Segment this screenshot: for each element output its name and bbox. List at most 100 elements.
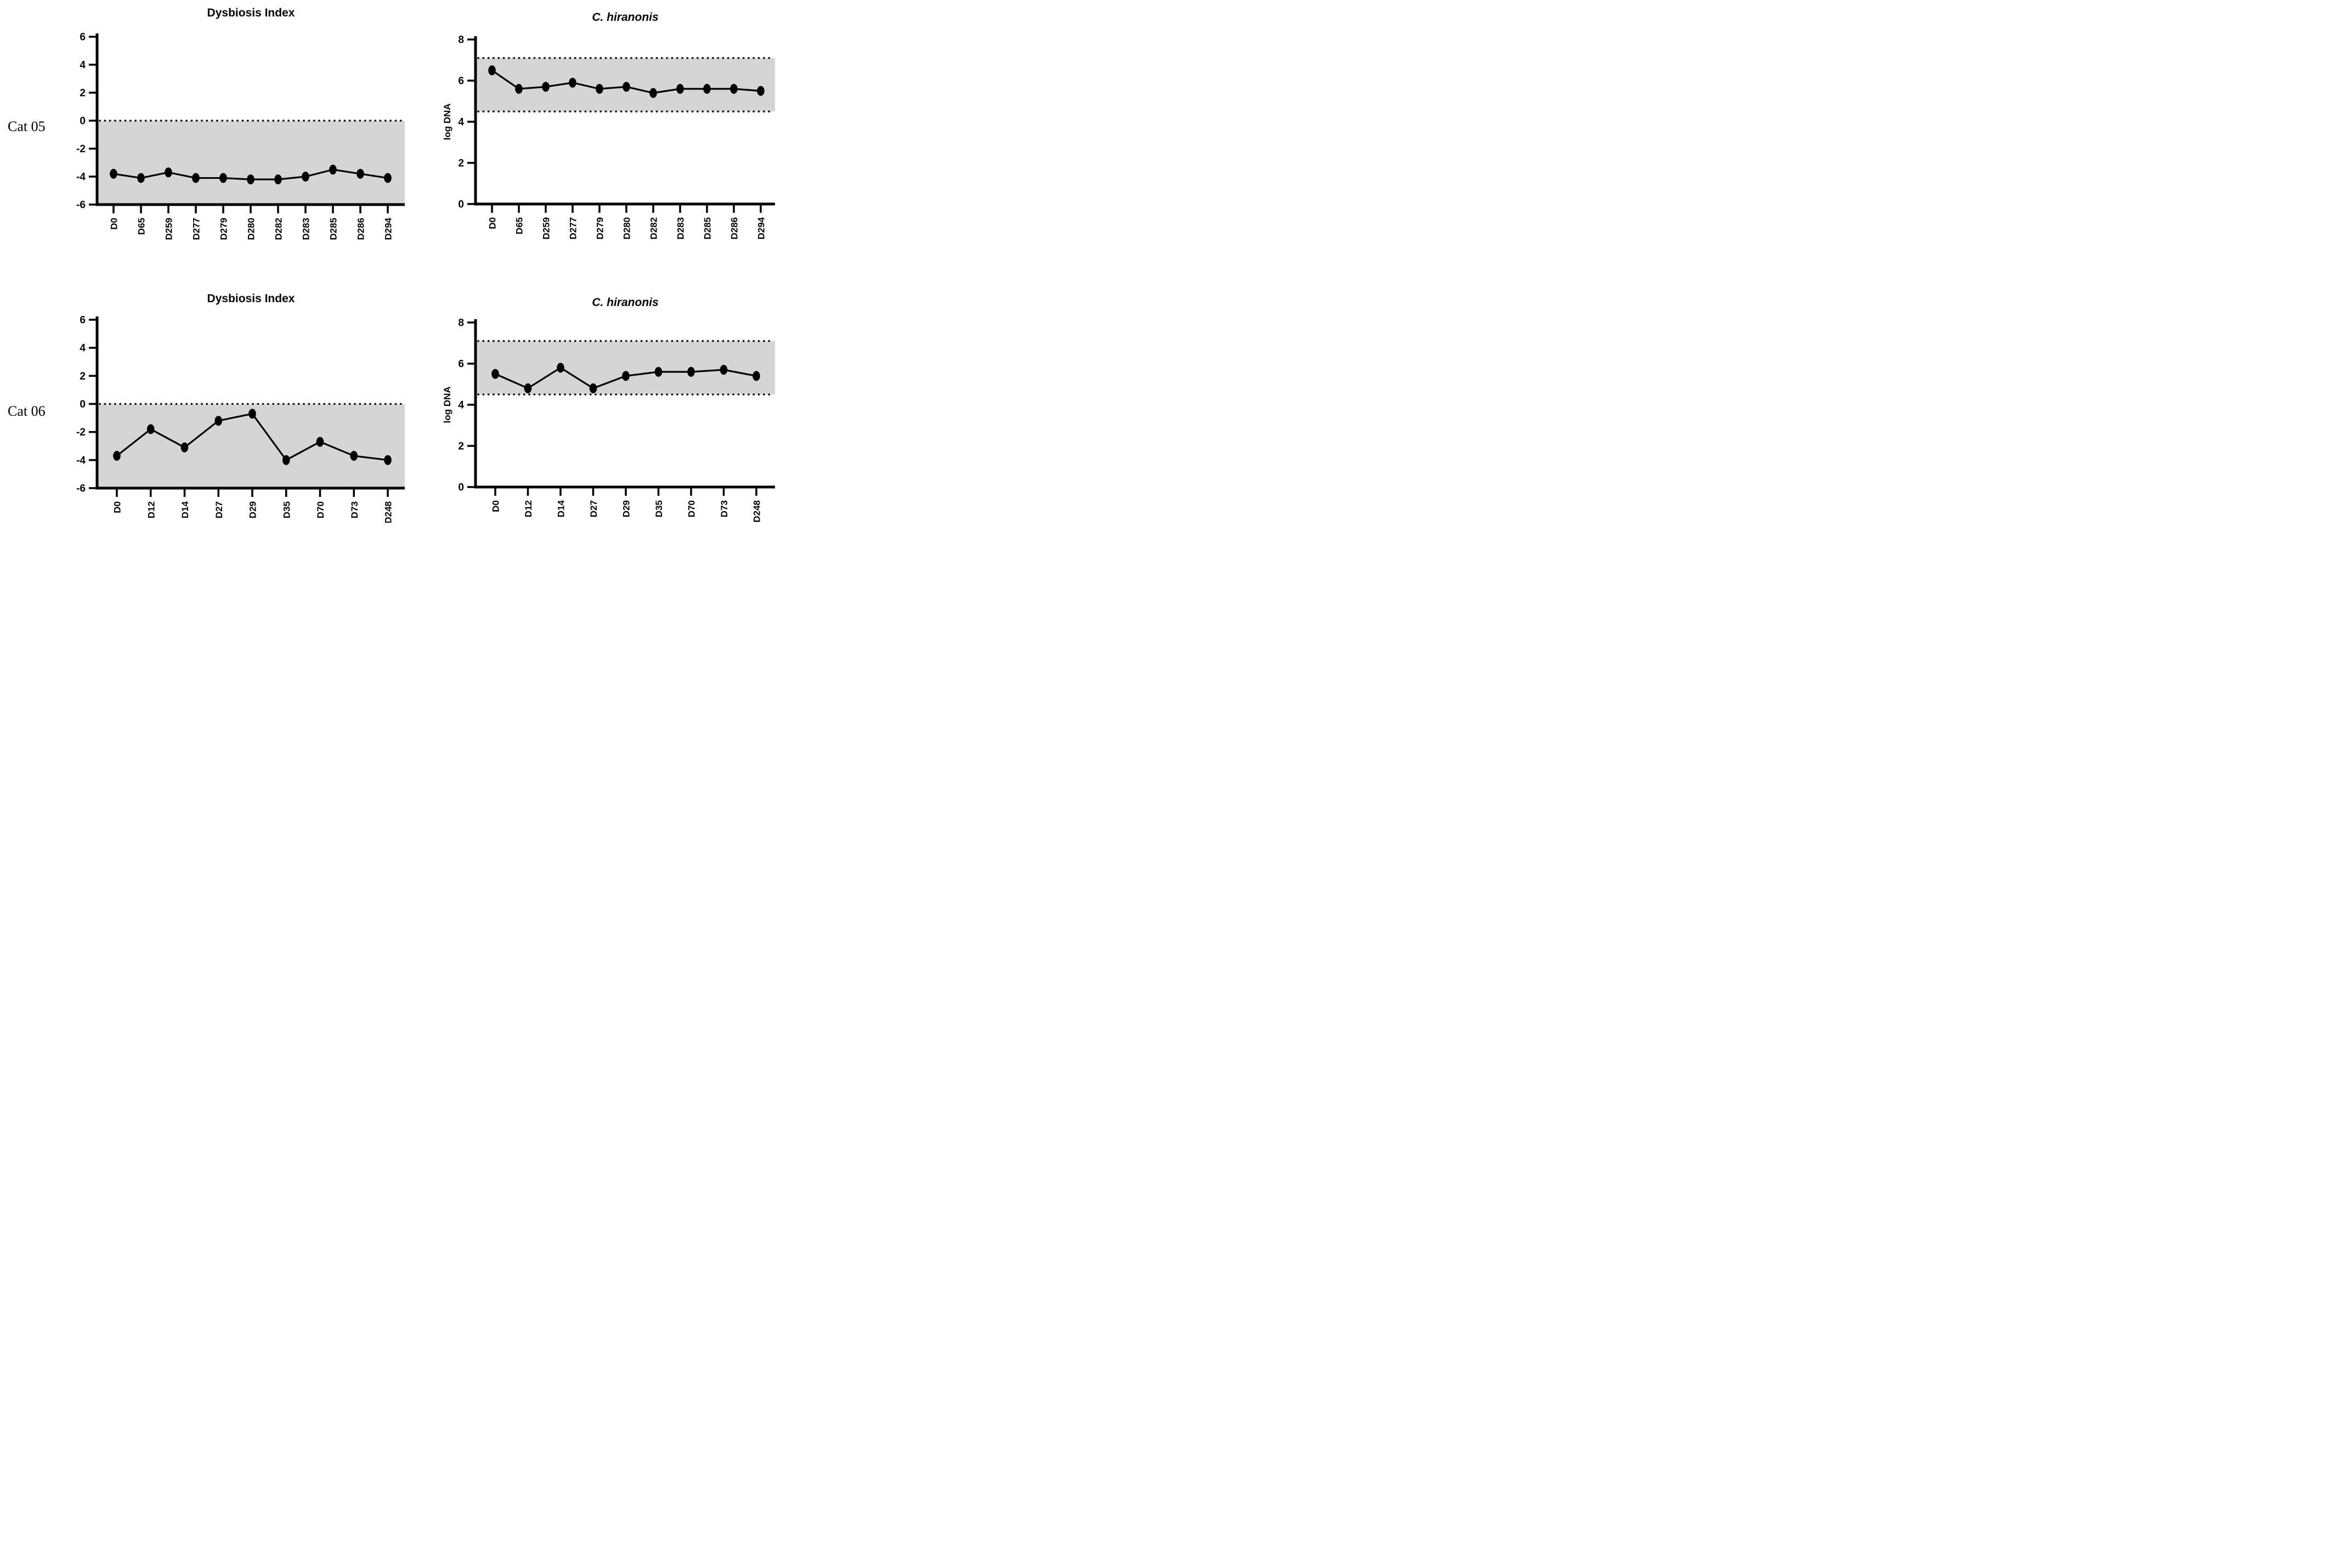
x-tick-label: D279 — [595, 217, 606, 240]
x-tick-label: D283 — [301, 218, 312, 240]
chart-title-cat05-dysbiosis: Dysbiosis Index — [207, 7, 295, 19]
y-tick-label: 6 — [80, 315, 86, 326]
x-tick-label: D282 — [649, 217, 659, 240]
x-tick-label: D0 — [109, 218, 120, 230]
y-tick-label: -4 — [76, 172, 86, 183]
data-point — [596, 84, 603, 94]
chart-title-cat05-hiranonis: C. hiranonis — [592, 11, 659, 24]
data-point — [137, 173, 145, 183]
x-tick-label: D14 — [180, 501, 190, 518]
y-tick-label: -4 — [76, 455, 86, 466]
y-axis-label: log DNA — [442, 386, 452, 423]
data-point — [649, 88, 657, 98]
data-point — [730, 84, 738, 94]
x-tick-label: D35 — [281, 501, 292, 518]
data-point — [180, 442, 189, 452]
x-tick-label: D27 — [589, 500, 599, 517]
y-tick-label: 4 — [458, 117, 464, 128]
y-tick-label: 4 — [80, 60, 86, 71]
x-tick-label: D285 — [329, 218, 339, 240]
data-point — [753, 371, 760, 381]
y-tick-label: 8 — [458, 318, 464, 329]
y-tick-label: 2 — [80, 371, 86, 382]
x-tick-label: D14 — [556, 500, 567, 517]
y-tick-label: 4 — [458, 400, 464, 411]
chart-plot-cat05-hiranonis: 8 6 4 2 0 log DNA D0 D65 D259 D277 D279 D280 D282 D28… — [442, 35, 775, 240]
data-point — [676, 84, 684, 94]
y-tick-label: 6 — [80, 32, 86, 43]
x-tick-label: D282 — [274, 218, 284, 240]
x-tick-label: D277 — [191, 218, 202, 240]
x-tick-label: D259 — [541, 217, 552, 240]
data-point — [214, 416, 223, 426]
chart-plot-cat05-dysbiosis: 6 4 2 0 -2 -4 -6 D0 D65 D259 D277 D279 D280 D282 D283 D… — [76, 32, 405, 240]
data-point — [274, 174, 282, 185]
y-tick-label: 2 — [458, 158, 464, 169]
reference-band — [97, 121, 405, 205]
x-tick-label: D35 — [654, 500, 664, 517]
data-point — [623, 82, 630, 92]
x-tick-label: D0 — [491, 500, 501, 512]
x-tick-label: D29 — [621, 500, 632, 517]
data-point — [192, 173, 200, 183]
row-label-cat06: Cat 06 — [8, 403, 46, 419]
x-tick-label: D294 — [756, 217, 767, 239]
data-point — [569, 77, 576, 88]
x-tick-label: D70 — [315, 501, 326, 518]
data-point — [248, 409, 256, 419]
data-point — [350, 451, 358, 461]
y-tick-label: 0 — [458, 199, 464, 211]
data-point — [110, 168, 117, 179]
data-point — [247, 174, 254, 185]
data-point — [316, 437, 324, 447]
x-tick-label: D29 — [248, 501, 258, 518]
x-tick-label: D73 — [349, 501, 360, 518]
reference-band — [476, 341, 775, 395]
x-tick-label: D259 — [164, 218, 174, 240]
data-point — [491, 369, 499, 379]
data-point — [524, 383, 532, 393]
data-point — [720, 365, 728, 375]
y-tick-label: 6 — [458, 76, 464, 87]
x-tick-label: D27 — [214, 501, 224, 518]
x-tick-label: D285 — [703, 217, 713, 240]
x-tick-label: D0 — [488, 217, 498, 229]
x-tick-label: D12 — [523, 500, 534, 517]
chart-cell-cat05-hiranonis: C. hiranonis 8 6 4 2 0 log DNA D0 D65 D259 D277 D2… — [417, 0, 783, 284]
y-tick-label: 2 — [458, 441, 464, 452]
y-tick-label: 4 — [80, 343, 86, 354]
x-tick-label: D65 — [514, 217, 525, 234]
data-point — [622, 371, 630, 381]
data-point — [757, 86, 765, 96]
data-point — [165, 167, 172, 178]
x-tick-label: D248 — [383, 501, 394, 523]
y-tick-label: 0 — [458, 482, 464, 494]
data-point — [113, 451, 121, 461]
data-point — [219, 173, 227, 183]
data-point — [329, 165, 337, 175]
row-label-cat05: Cat 05 — [8, 118, 46, 134]
y-tick-label: 8 — [458, 35, 464, 46]
data-point — [589, 383, 597, 393]
data-point — [557, 363, 564, 373]
data-point — [384, 455, 392, 465]
figure-panel: Cat 05 Cat 06 Dysbiosis Index 6 4 2 0 -2 -4 -6… — [0, 0, 783, 523]
chart-plot-cat06-dysbiosis: 6 4 2 0 -2 -4 -6 D0 D12 D14 D27 D29 D35 D70 D73 D248 — [76, 315, 405, 523]
x-tick-label: D280 — [246, 218, 257, 240]
x-tick-label: D70 — [687, 500, 697, 517]
x-tick-label: D65 — [137, 218, 147, 235]
chart-cell-cat06-hiranonis: C. hiranonis 8 6 4 2 0 log DNA D0 D12 D14 D27 D29 D… — [417, 284, 783, 523]
data-point — [488, 65, 496, 76]
y-tick-label: 0 — [80, 399, 86, 410]
x-tick-label: D280 — [622, 217, 632, 240]
y-tick-label: 0 — [80, 116, 86, 127]
data-point — [703, 84, 711, 94]
chart-cell-cat06-dysbiosis: Dysbiosis Index 6 4 2 0 -2 -4 -6 D0 D12 D14 D27 D29… — [0, 284, 417, 523]
data-point — [687, 367, 695, 377]
x-tick-label: D279 — [219, 218, 229, 240]
chart-title-cat06-dysbiosis: Dysbiosis Index — [207, 292, 295, 305]
x-tick-label: D286 — [356, 218, 366, 240]
x-tick-label: D73 — [719, 500, 729, 517]
x-tick-label: D286 — [729, 217, 740, 240]
data-point — [654, 367, 663, 377]
